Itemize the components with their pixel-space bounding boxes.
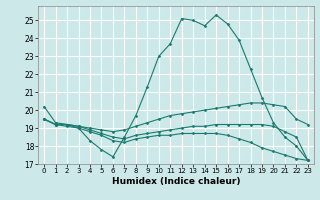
X-axis label: Humidex (Indice chaleur): Humidex (Indice chaleur): [112, 177, 240, 186]
